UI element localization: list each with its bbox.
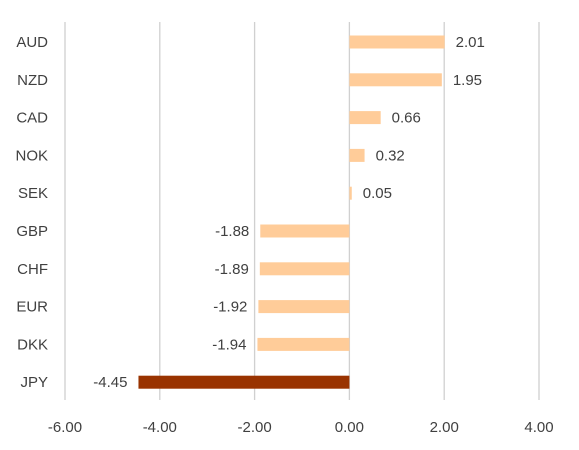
category-label-eur: EUR xyxy=(16,299,48,316)
data-label-dkk: -1.94 xyxy=(212,336,246,353)
bar-sek xyxy=(349,186,352,200)
category-label-gbp: GBP xyxy=(16,223,48,240)
data-label-cad: 0.66 xyxy=(392,110,421,127)
category-label-cad: CAD xyxy=(16,110,48,127)
category-labels: AUD NZD CAD NOK SEK GBP CHF EUR DKK JPY xyxy=(15,34,48,391)
x-tick-label-2: -2.00 xyxy=(237,419,271,436)
bars xyxy=(138,35,445,389)
x-tick-label-3: 0.00 xyxy=(335,419,364,436)
category-label-dkk: DKK xyxy=(17,336,48,353)
x-tick-labels: -6.00 -4.00 -2.00 0.00 2.00 4.00 xyxy=(48,419,554,436)
x-tick-label-4: 2.00 xyxy=(430,419,459,436)
data-label-gbp: -1.88 xyxy=(215,223,249,240)
category-label-nzd: NZD xyxy=(17,72,48,89)
data-label-eur: -1.92 xyxy=(213,299,247,316)
bar-dkk xyxy=(257,337,350,351)
bar-cad xyxy=(349,111,381,125)
bar-nok xyxy=(349,148,365,162)
data-label-sek: 0.05 xyxy=(363,185,392,202)
category-label-chf: CHF xyxy=(17,261,48,278)
x-tick-label-0: -6.00 xyxy=(48,419,82,436)
bar-eur xyxy=(258,300,350,314)
data-label-aud: 2.01 xyxy=(456,34,485,51)
data-label-chf: -1.89 xyxy=(215,261,249,278)
category-label-sek: SEK xyxy=(18,185,48,202)
data-label-nok: 0.32 xyxy=(376,147,405,164)
x-tick-label-5: 4.00 xyxy=(524,419,553,436)
bar-aud xyxy=(349,35,445,49)
bar-gbp xyxy=(260,224,350,238)
data-labels: 2.01 1.95 0.66 0.32 0.05 -1.88 -1.89 -1.92 -1.94… xyxy=(93,34,485,391)
category-label-jpy: JPY xyxy=(20,374,48,391)
bar-jpy xyxy=(138,375,350,389)
data-label-jpy: -4.45 xyxy=(93,374,127,391)
x-tick-label-1: -4.00 xyxy=(143,419,177,436)
category-label-nok: NOK xyxy=(15,147,48,164)
bar-chf xyxy=(259,262,350,276)
bar-nzd xyxy=(349,73,442,87)
data-label-nzd: 1.95 xyxy=(453,72,482,89)
category-label-aud: AUD xyxy=(16,34,48,51)
